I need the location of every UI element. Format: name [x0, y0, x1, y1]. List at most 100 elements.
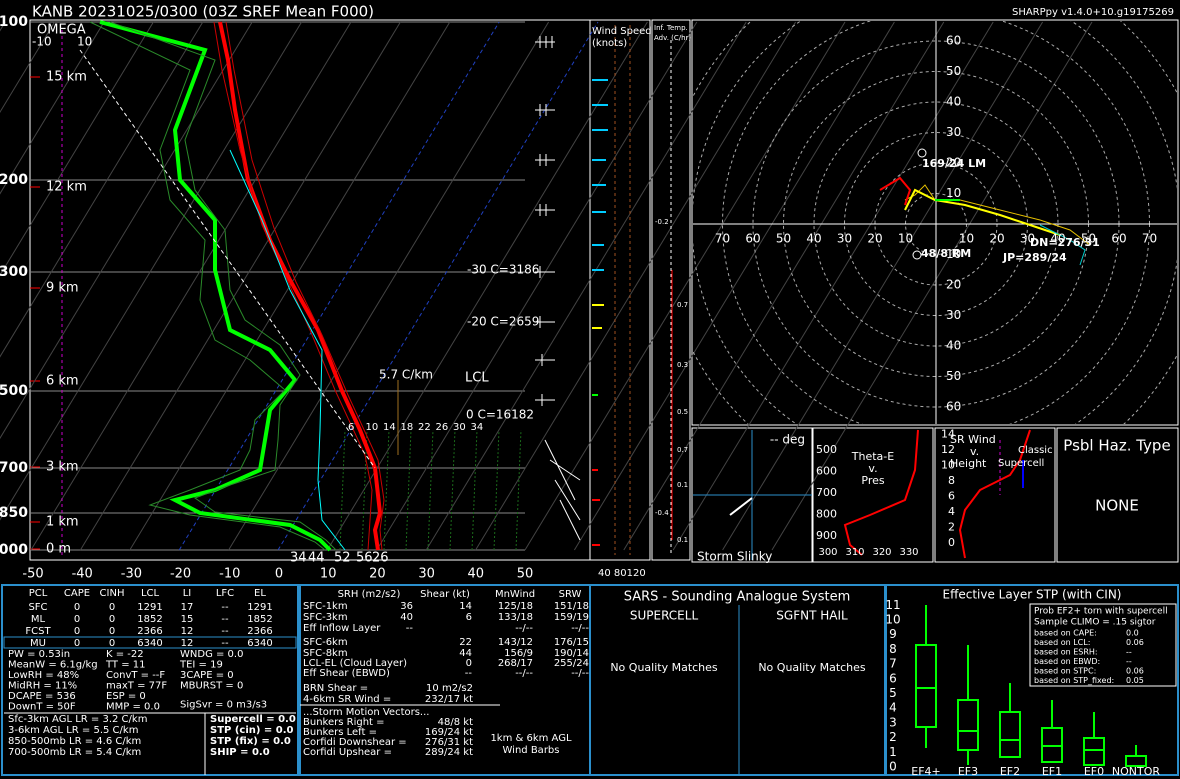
label: --: [465, 668, 473, 679]
mixing-ratio-label: 18: [401, 422, 414, 433]
height-label: 12 km: [46, 180, 87, 195]
isotherm: [0, 21, 253, 440]
version: SHARPpy v1.4.0+10.g19175269: [1012, 7, 1174, 18]
hodo-ring-label: 40: [946, 95, 961, 109]
temp-label: -10: [219, 567, 240, 582]
temp-adv-label: 0.1: [677, 481, 688, 489]
isotherm: [0, 21, 303, 521]
stp-y-label: 2: [889, 730, 897, 744]
hodograph-traces: [879, 148, 1091, 266]
label: Classic: [1018, 445, 1053, 456]
hodo-ring-label: 30: [1020, 232, 1035, 246]
hodo-ring-label: 10: [946, 186, 961, 200]
temp-label: 30: [418, 567, 435, 582]
label: based on STP_fixed:: [1034, 676, 1114, 685]
stp-y-label: 9: [889, 627, 897, 641]
sr-wind-y-label: 6: [948, 490, 955, 503]
label: 289/24 kt: [425, 747, 473, 758]
label: 5.7 C/km: [379, 368, 433, 382]
sr-wind-y-label: 4: [948, 505, 955, 518]
stp-y-label: 3: [889, 715, 897, 729]
surface-label: 44: [308, 551, 325, 566]
pressure-label: 850: [0, 505, 28, 521]
hodo-ring-label: 40: [1050, 232, 1065, 246]
isotherm: [425, 21, 747, 551]
hodo-ring-label: 40: [946, 339, 961, 353]
mixing-ratio-label: 22: [418, 422, 431, 433]
parcel-cell: --: [221, 626, 229, 637]
label: Inf. Temp.: [654, 24, 688, 32]
label: --: [1126, 648, 1132, 657]
frames: [1, 19, 1179, 776]
parcel-cell: --: [221, 638, 229, 649]
stp-category: EF0: [1084, 765, 1104, 778]
stp-y-label: 5: [889, 686, 897, 700]
stp-category: EF3: [958, 765, 978, 778]
label: Sfc-3km AGL LR = 3.2 C/km: [8, 714, 147, 725]
surface-label: 52: [334, 551, 351, 566]
mixing-ratio: [405, 429, 412, 551]
label: based on STPC:: [1034, 667, 1096, 676]
pressure-label: 200: [0, 172, 28, 188]
label: 40 80120: [598, 568, 646, 579]
label: Theta-E: [851, 450, 894, 463]
label: Eff Inflow Layer: [303, 623, 381, 634]
parcel-cell: 2366: [137, 626, 162, 637]
hodo-ring-label: 50: [946, 64, 961, 78]
label: MeanW = 6.1g/kg: [8, 660, 98, 671]
label: DCAPE = 536: [8, 691, 76, 702]
label: SRH (m2/s2): [338, 589, 401, 600]
theta-e-x-label: 330: [899, 547, 918, 558]
label: OMEGA: [37, 23, 86, 38]
label: Height: [950, 457, 987, 470]
stp-y-label: 10: [885, 613, 900, 627]
height-label: 3 km: [46, 460, 79, 475]
label: LowRH = 48%: [8, 670, 79, 681]
parcel-cell: FCST: [25, 626, 51, 637]
label: --/--: [515, 668, 533, 679]
pressure-label: 700: [0, 460, 28, 476]
theta-e-x-label: 320: [872, 547, 891, 558]
label: SigSvr = 0 m3/s3: [180, 700, 267, 711]
level-label: -20 C=2659: [467, 315, 539, 329]
stp-category: NONTOR: [1112, 765, 1160, 778]
label: Corfidi Upshear =: [303, 747, 392, 758]
label: 0.06: [1126, 638, 1144, 647]
skewt-traces: [61, 20, 399, 555]
label: SFC-8km: [303, 648, 348, 659]
label: Effective Layer STP (with CIN): [943, 588, 1122, 602]
surface-label: 34: [290, 551, 307, 566]
hodo-ring-label: 70: [715, 232, 730, 246]
temp-label: 50: [517, 567, 534, 582]
label: 268/17: [498, 658, 533, 669]
label: 276/31 kt: [425, 737, 473, 748]
label: SFC-6km: [303, 637, 348, 648]
sr-wind-y-label: 10: [941, 459, 955, 472]
label: JP=289/24: [1002, 251, 1067, 264]
label: STP (cin) = 0.0: [210, 725, 294, 736]
skewt-background: [0, 21, 1093, 551]
hodo-ring-label: 70: [1142, 232, 1157, 246]
hodo-ring-label: 10: [898, 232, 913, 246]
label: Supercell: [998, 458, 1044, 469]
temp-label: -30: [121, 567, 142, 582]
sr-wind-y-label: 2: [948, 521, 955, 534]
temp-adv-label: -0.2: [655, 218, 669, 226]
label: 159/19: [554, 612, 589, 623]
temp-adv-label: 0.3: [677, 361, 688, 369]
stp-category: EF1: [1042, 765, 1062, 778]
temp-label: -40: [72, 567, 93, 582]
label: based on EBWD:: [1034, 657, 1100, 666]
parcel-cell: --: [221, 602, 229, 613]
parcel-cell: 15: [181, 614, 194, 625]
mixing-ratio: [383, 429, 390, 551]
mixing-ratio: [493, 429, 500, 551]
label: TT = 11: [105, 660, 146, 671]
label: 700-500mb LR = 5.4 C/km: [8, 747, 141, 758]
hodo-ring-label: 40: [806, 232, 821, 246]
sr-wind-y-label: 14: [941, 428, 955, 441]
stp-y-label: 6: [889, 671, 897, 685]
label: Supercell = 0.0: [210, 714, 296, 725]
